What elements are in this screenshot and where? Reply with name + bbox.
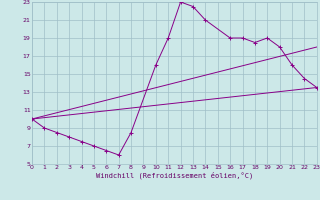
X-axis label: Windchill (Refroidissement éolien,°C): Windchill (Refroidissement éolien,°C) [96,172,253,179]
